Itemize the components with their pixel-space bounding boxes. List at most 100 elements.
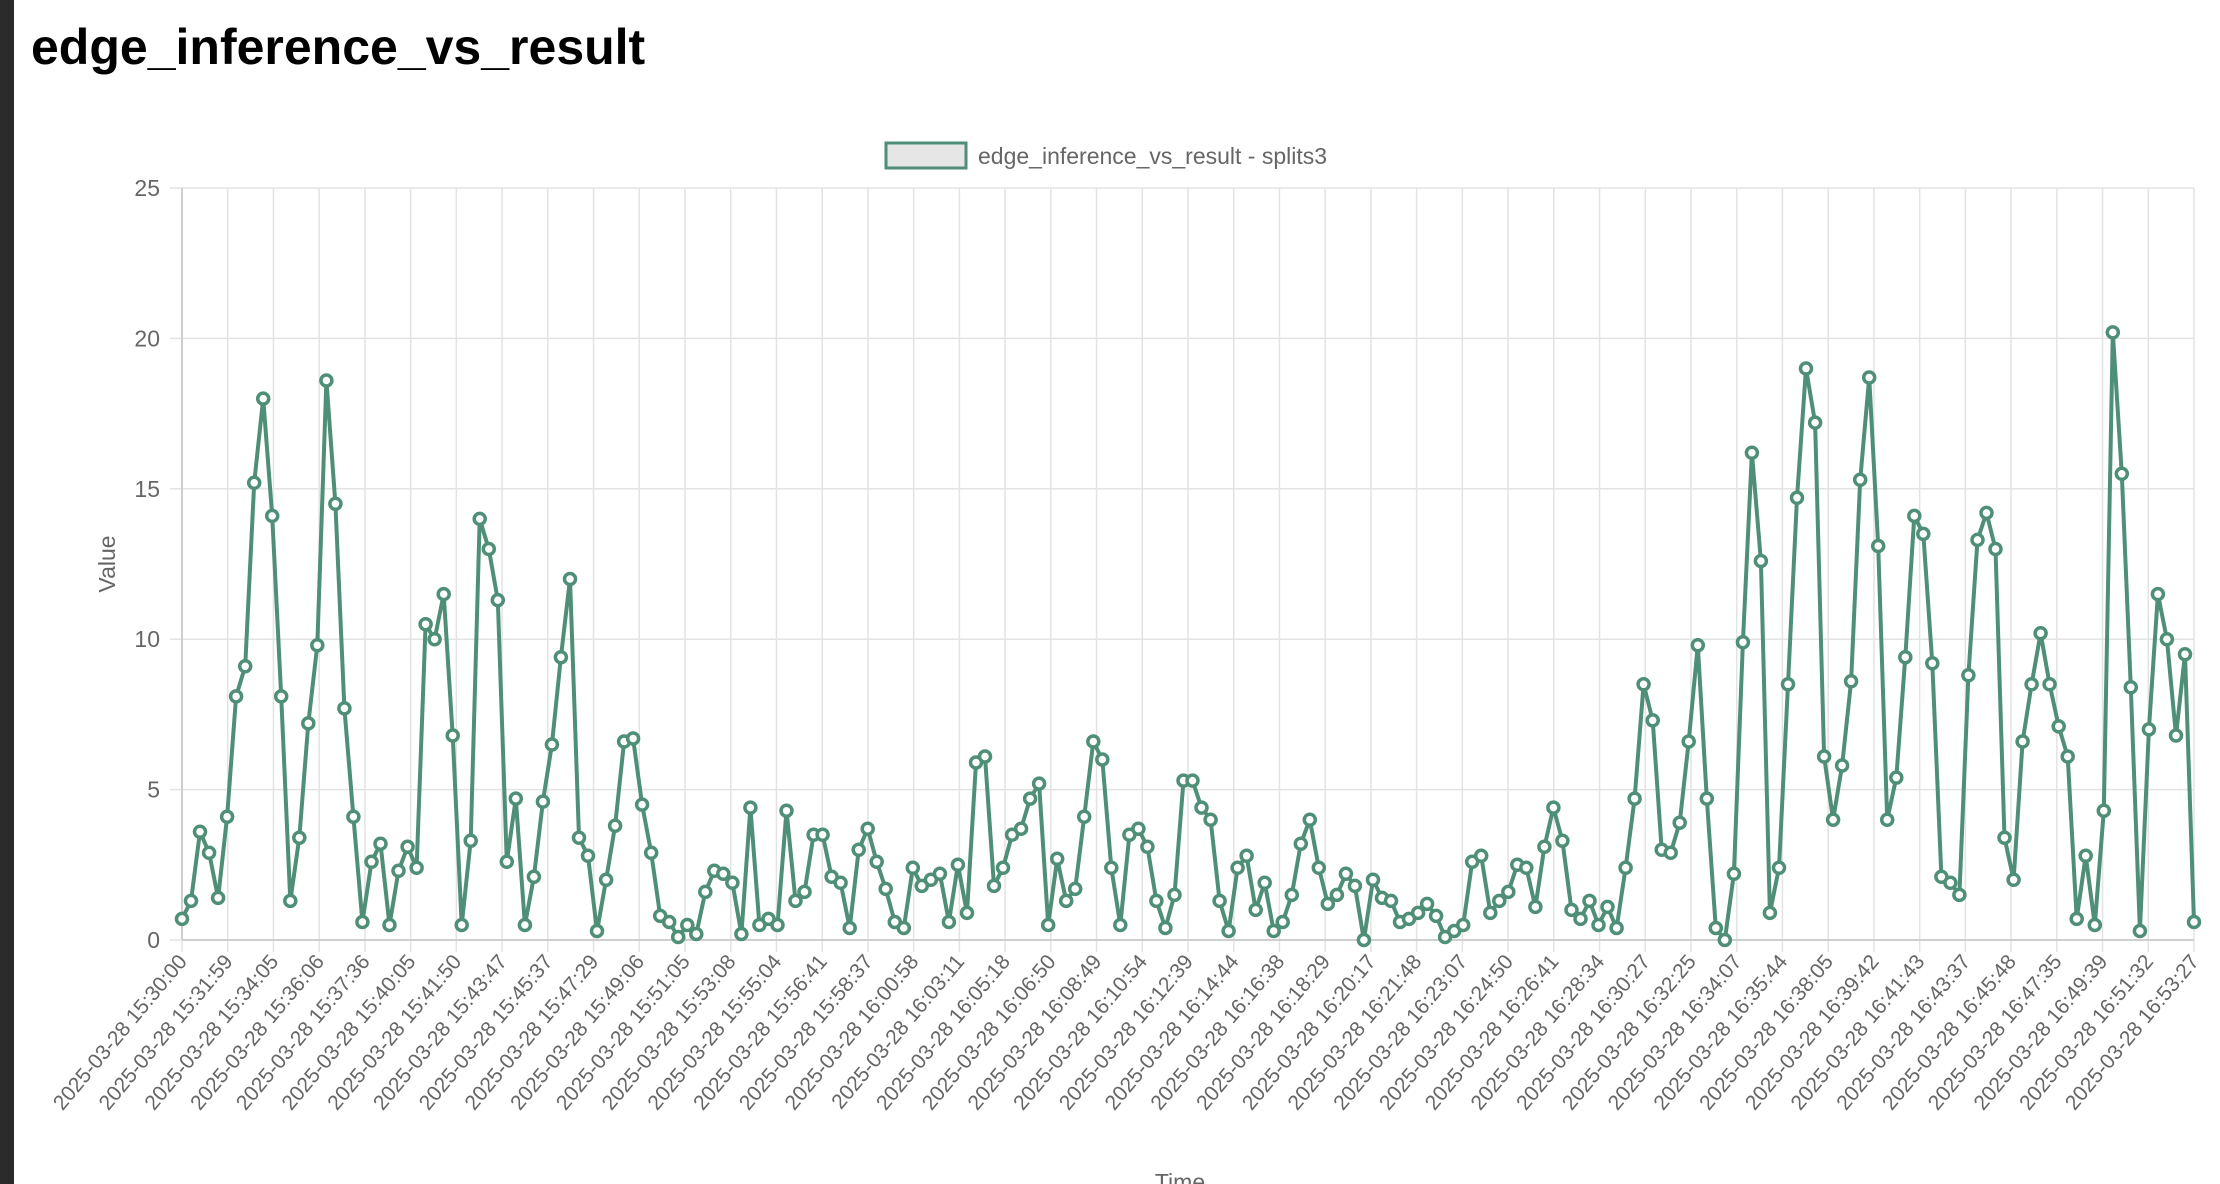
data-point[interactable] <box>1185 773 1200 788</box>
data-point[interactable] <box>255 391 271 406</box>
data-point[interactable] <box>1997 830 2012 845</box>
data-point[interactable] <box>1952 887 1967 903</box>
data-point[interactable] <box>1789 490 1805 506</box>
data-point[interactable] <box>815 827 830 842</box>
data-point[interactable] <box>1086 734 1101 749</box>
data-point[interactable] <box>788 893 803 909</box>
data-point[interactable] <box>1248 902 1263 918</box>
data-point[interactable] <box>779 803 794 818</box>
data-point[interactable] <box>535 794 551 809</box>
data-point[interactable] <box>2132 923 2148 939</box>
data-point[interactable] <box>2186 914 2202 930</box>
data-point[interactable] <box>1293 836 1309 851</box>
data-point[interactable] <box>2141 722 2157 737</box>
data-point[interactable] <box>210 890 226 906</box>
data-point[interactable] <box>1780 677 1796 692</box>
data-point[interactable] <box>283 893 298 909</box>
data-point[interactable] <box>517 917 533 933</box>
data-point[interactable] <box>418 616 433 632</box>
data-point[interactable] <box>1320 896 1336 912</box>
data-point[interactable] <box>1979 505 1994 521</box>
data-point[interactable] <box>1113 917 1128 933</box>
data-point[interactable] <box>896 920 912 936</box>
data-point[interactable] <box>1852 472 1868 488</box>
data-point[interactable] <box>1040 917 1056 933</box>
data-point[interactable] <box>1943 875 1958 891</box>
data-point[interactable] <box>201 845 217 861</box>
data-point[interactable] <box>192 824 208 839</box>
data-point[interactable] <box>1753 553 1769 569</box>
data-point[interactable] <box>1356 932 1372 948</box>
data-point[interactable] <box>310 637 325 653</box>
legend-label-splits3[interactable]: edge_inference_vs_result - splits3 <box>978 143 1327 169</box>
data-point[interactable] <box>1221 923 1236 939</box>
data-point[interactable] <box>995 860 1011 876</box>
data-point[interactable] <box>1618 860 1633 876</box>
data-point[interactable] <box>1988 541 2003 557</box>
data-point[interactable] <box>1338 866 1354 882</box>
data-point[interactable] <box>1816 749 1832 764</box>
data-point[interactable] <box>598 872 614 888</box>
data-point[interactable] <box>1067 881 1083 897</box>
data-point[interactable] <box>1961 668 1976 683</box>
data-point[interactable] <box>2177 646 2193 662</box>
data-point[interactable] <box>2168 728 2184 743</box>
data-point[interactable] <box>2006 872 2021 888</box>
data-point[interactable] <box>734 926 749 942</box>
data-point[interactable] <box>1076 809 1092 824</box>
data-point[interactable] <box>400 839 415 855</box>
data-point[interactable] <box>301 716 316 731</box>
data-point[interactable] <box>1744 445 1760 460</box>
data-point[interactable] <box>1149 893 1164 909</box>
data-point[interactable] <box>1717 932 1733 948</box>
data-point[interactable] <box>680 917 695 933</box>
data-point[interactable] <box>1167 887 1182 903</box>
data-point[interactable] <box>454 917 469 933</box>
data-point[interactable] <box>2060 749 2075 764</box>
data-point[interactable] <box>1726 866 1742 882</box>
data-point[interactable] <box>1735 634 1751 650</box>
data-point[interactable] <box>228 689 244 704</box>
data-point[interactable] <box>427 631 442 647</box>
data-point[interactable] <box>328 496 343 512</box>
data-point[interactable] <box>1600 899 1615 915</box>
data-point[interactable] <box>2096 803 2112 818</box>
data-point[interactable] <box>1473 848 1489 864</box>
data-point[interactable] <box>625 731 641 746</box>
data-point[interactable] <box>1501 884 1516 900</box>
data-point[interactable] <box>1492 893 1507 909</box>
data-point[interactable] <box>770 917 785 933</box>
data-point[interactable] <box>1825 812 1841 827</box>
data-point[interactable] <box>1095 752 1110 767</box>
data-point[interactable] <box>499 854 515 870</box>
data-point[interactable] <box>2159 631 2175 647</box>
data-point[interactable] <box>1428 908 1444 924</box>
data-point[interactable] <box>1591 917 1606 933</box>
data-point[interactable] <box>2114 466 2130 482</box>
data-point[interactable] <box>1925 656 1940 671</box>
data-point[interactable] <box>1699 791 1715 806</box>
data-point[interactable] <box>797 884 812 900</box>
data-point[interactable] <box>2015 734 2030 749</box>
data-point[interactable] <box>1022 791 1038 806</box>
data-point[interactable] <box>851 842 866 858</box>
data-point[interactable] <box>472 511 487 527</box>
data-point[interactable] <box>1898 649 1913 665</box>
data-point[interactable] <box>833 875 848 891</box>
data-point[interactable] <box>490 592 506 608</box>
data-point[interactable] <box>1311 860 1327 876</box>
data-point[interactable] <box>2069 911 2084 927</box>
data-point[interactable] <box>1690 637 1706 653</box>
data-point[interactable] <box>1672 815 1687 830</box>
data-point[interactable] <box>950 857 966 873</box>
data-point[interactable] <box>716 866 731 882</box>
data-point[interactable] <box>355 914 370 930</box>
data-point[interactable] <box>1870 538 1886 554</box>
data-point[interactable] <box>1889 770 1904 785</box>
data-point[interactable] <box>1329 887 1345 903</box>
data-point[interactable] <box>2033 625 2048 641</box>
data-point[interactable] <box>1907 508 1922 524</box>
data-point[interactable] <box>941 914 957 930</box>
data-point[interactable] <box>1483 905 1498 921</box>
data-point[interactable] <box>1762 905 1778 921</box>
